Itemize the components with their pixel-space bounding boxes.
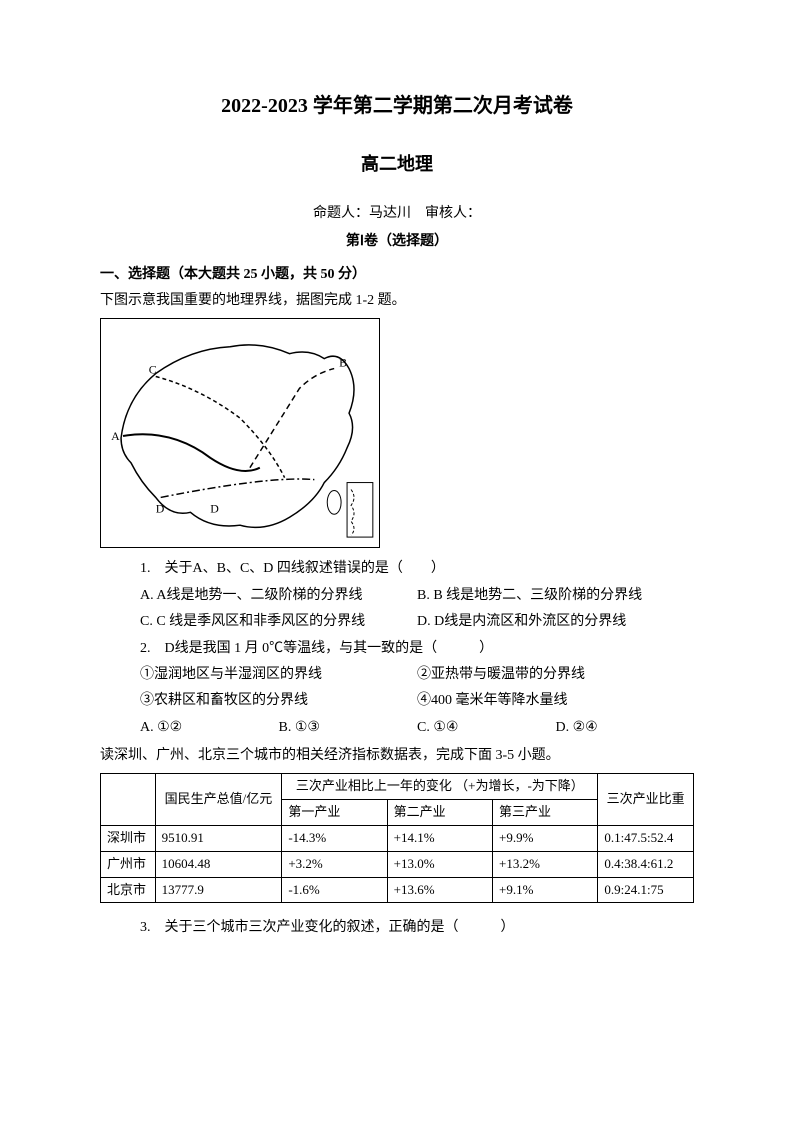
cell-ratio: 0.4:38.4:61.2 — [598, 851, 694, 877]
question-3: 3. 关于三个城市三次产业变化的叙述，正确的是（ ） — [140, 917, 694, 939]
part-heading: 一、选择题（本大题共 25 小题，共 50 分） — [100, 264, 694, 286]
map-label-c: C — [149, 363, 157, 377]
cell-gdp: 10604.48 — [155, 851, 282, 877]
q1-option-d: D. D线是内流区和外流区的分界线 — [417, 611, 694, 633]
cell-gdp: 13777.9 — [155, 877, 282, 903]
china-map-figure: A B C D D — [100, 318, 380, 548]
table-row: 广州市 10604.48 +3.2% +13.0% +13.2% 0.4:38.… — [101, 851, 694, 877]
cell-p1: -14.3% — [282, 826, 387, 852]
exam-title: 2022-2023 学年第二学期第二次月考试卷 — [100, 90, 694, 122]
th-gdp: 国民生产总值/亿元 — [155, 774, 282, 826]
table-row: 深圳市 9510.91 -14.3% +14.1% +9.9% 0.1:47.5… — [101, 826, 694, 852]
th-p3: 第三产业 — [493, 800, 598, 826]
q2-sub1: ①湿润地区与半湿润区的界线 — [140, 664, 417, 686]
cell-gdp: 9510.91 — [155, 826, 282, 852]
cell-p2: +14.1% — [387, 826, 492, 852]
map-label-a: A — [111, 429, 120, 443]
cell-p3: +9.1% — [493, 877, 598, 903]
th-change: 三次产业相比上一年的变化 （+为增长，-为下降） — [282, 774, 598, 800]
q2-option-c: C. ①④ — [417, 717, 556, 739]
cell-city: 广州市 — [101, 851, 156, 877]
figure-intro: 下图示意我国重要的地理界线，据图完成 1-2 题。 — [100, 290, 694, 312]
q1-option-b: B. B 线是地势二、三级阶梯的分界线 — [417, 585, 694, 607]
cell-ratio: 0.9:24.1:75 — [598, 877, 694, 903]
cell-p3: +9.9% — [493, 826, 598, 852]
q1-stem: 1. 关于A、B、C、D 四线叙述错误的是（ ） — [140, 558, 694, 580]
th-ratio: 三次产业比重 — [598, 774, 694, 826]
table-intro: 读深圳、广州、北京三个城市的相关经济指标数据表，完成下面 3-5 小题。 — [100, 745, 694, 767]
cell-p3: +13.2% — [493, 851, 598, 877]
cell-city: 深圳市 — [101, 826, 156, 852]
cell-p2: +13.0% — [387, 851, 492, 877]
q2-stem: 2. D线是我国 1 月 0℃等温线，与其一致的是（ ） — [140, 638, 694, 660]
q2-option-b: B. ①③ — [279, 717, 418, 739]
cell-ratio: 0.1:47.5:52.4 — [598, 826, 694, 852]
economy-table: 国民生产总值/亿元 三次产业相比上一年的变化 （+为增长，-为下降） 三次产业比… — [100, 773, 694, 903]
cell-p2: +13.6% — [387, 877, 492, 903]
q2-option-a: A. ①② — [140, 717, 279, 739]
q2-sub2: ②亚热带与暖温带的分界线 — [417, 664, 694, 686]
cell-p1: -1.6% — [282, 877, 387, 903]
cell-p1: +3.2% — [282, 851, 387, 877]
section-label: 第Ⅰ卷（选择题） — [100, 231, 694, 253]
cell-city: 北京市 — [101, 877, 156, 903]
q1-option-c: C. C 线是季风区和非季风区的分界线 — [140, 611, 417, 633]
table-row: 北京市 13777.9 -1.6% +13.6% +9.1% 0.9:24.1:… — [101, 877, 694, 903]
map-label-d: D — [156, 502, 165, 516]
th-blank — [101, 774, 156, 826]
authors-line: 命题人：马达川 审核人： — [100, 203, 694, 225]
th-p1: 第一产业 — [282, 800, 387, 826]
question-1: 1. 关于A、B、C、D 四线叙述错误的是（ ） A. A线是地势一、二级阶梯的… — [140, 558, 694, 739]
svg-text:D: D — [210, 502, 219, 516]
q2-sub4: ④400 毫米年等降水量线 — [417, 690, 694, 712]
q2-option-d: D. ②④ — [556, 717, 695, 739]
q3-stem: 3. 关于三个城市三次产业变化的叙述，正确的是（ ） — [140, 917, 694, 939]
exam-subject: 高二地理 — [100, 150, 694, 179]
q2-sub3: ③农耕区和畜牧区的分界线 — [140, 690, 417, 712]
th-p2: 第二产业 — [387, 800, 492, 826]
map-label-b: B — [339, 356, 347, 370]
q1-option-a: A. A线是地势一、二级阶梯的分界线 — [140, 585, 417, 607]
